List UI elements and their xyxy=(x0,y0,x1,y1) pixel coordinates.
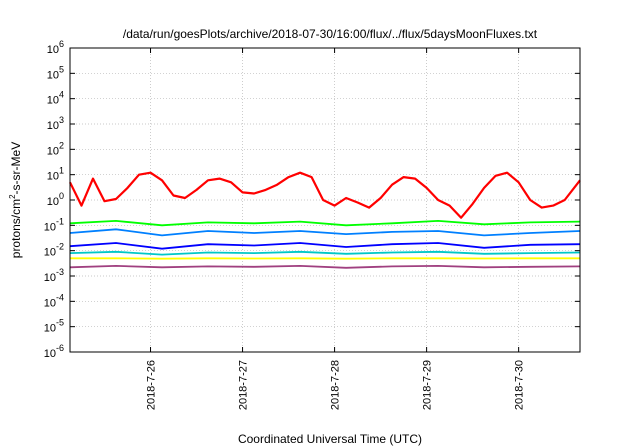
chart-title: /data/run/goesPlots/archive/2018-07-30/1… xyxy=(123,27,538,41)
y-tick-label: 10-5 xyxy=(44,318,64,335)
y-tick-label: 10-1 xyxy=(44,216,64,233)
series-line-7 xyxy=(69,264,581,269)
y-axis-title-main: protons/cm xyxy=(9,199,23,258)
series-line-2 xyxy=(69,219,581,227)
y-tick-label: 10-6 xyxy=(44,343,64,360)
x-axis-title: Coordinated Universal Time (UTC) xyxy=(238,432,422,446)
y-tick-label: 10-3 xyxy=(44,267,64,284)
y-axis-ticks: 10-6 10-5 10-4 10-3 10-2 10-1 100 101 102 103 104 1… xyxy=(44,39,580,360)
y-axis-title-sup: 2 xyxy=(8,194,17,199)
series-line-4 xyxy=(69,242,581,250)
y-tick-label: 103 xyxy=(47,115,64,132)
x-tick-label: 2018-7-29 xyxy=(422,360,434,410)
x-tick-label: 2018-7-27 xyxy=(238,360,250,410)
y-tick-label: 10-2 xyxy=(44,242,64,259)
series-line-1 xyxy=(69,171,581,219)
y-tick-label: 105 xyxy=(47,64,64,81)
series-line-5 xyxy=(69,250,581,256)
series-line-3 xyxy=(69,228,581,237)
y-axis-title: protons/cm2-s-sr-MeV xyxy=(8,142,23,258)
y-axis-title-rest: -s-sr-MeV xyxy=(9,142,23,195)
y-tick-label: 101 xyxy=(47,166,64,183)
y-tick-label: 102 xyxy=(47,140,64,157)
y-tick-label: 106 xyxy=(47,39,64,56)
y-tick-label: 104 xyxy=(47,90,64,107)
data-series xyxy=(69,171,581,269)
x-axis-ticks: 2018-7-26 2018-7-27 2018-7-28 2018-7-29 2018… xyxy=(146,48,526,410)
y-tick-label: 100 xyxy=(47,191,64,208)
x-tick-label: 2018-7-26 xyxy=(146,360,158,410)
x-tick-label: 2018-7-30 xyxy=(514,360,526,410)
y-tick-label: 10-4 xyxy=(44,292,64,309)
x-tick-label: 2018-7-28 xyxy=(330,360,342,410)
